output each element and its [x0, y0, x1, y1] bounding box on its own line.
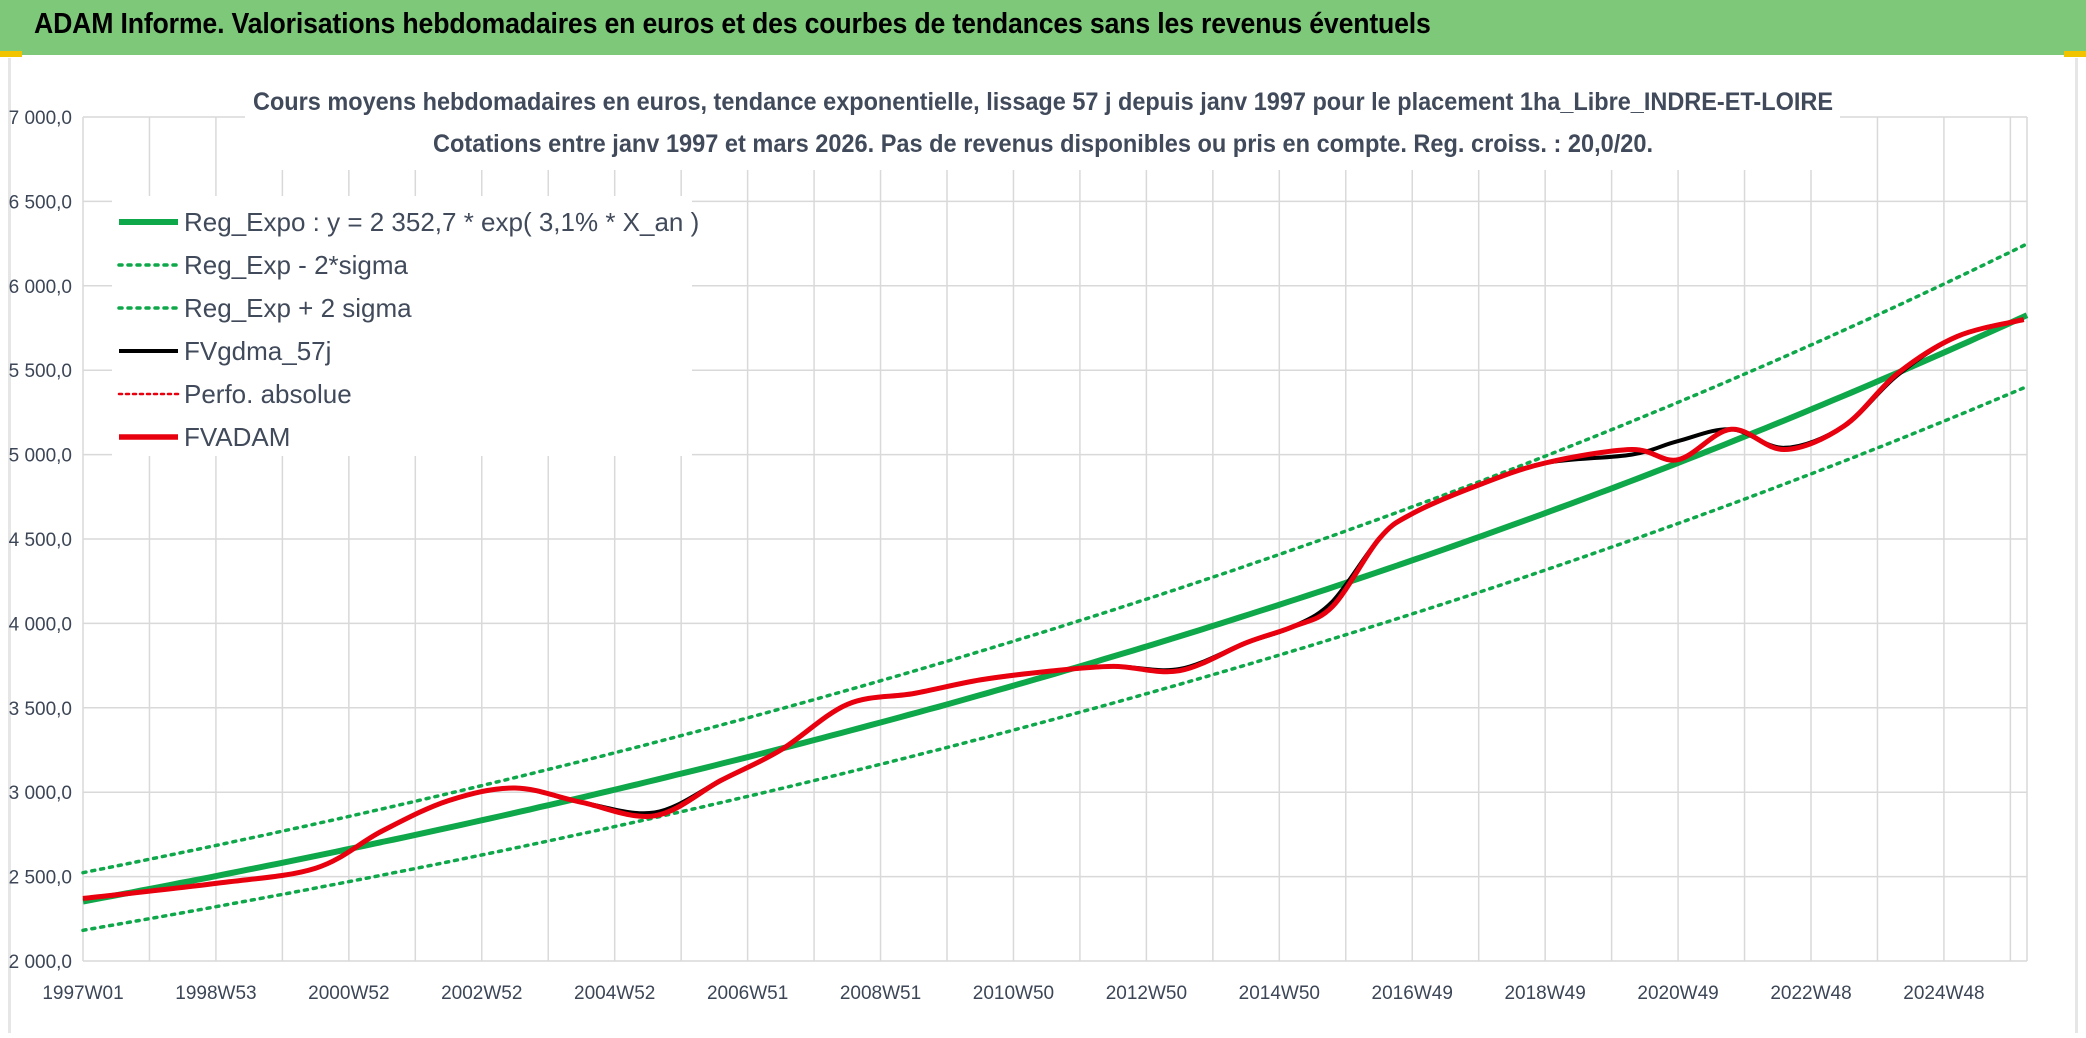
- chart-title-line-2: Cotations entre janv 1997 et mars 2026. …: [433, 130, 1653, 158]
- x-axis-ticks: 1997W01 1998W53 2000W52 2002W52 2004W52 2006W…: [42, 983, 1984, 1004]
- y-tick-label: 4 000,0: [9, 614, 72, 635]
- x-tick-label: 2014W50: [1239, 983, 1320, 1004]
- report-banner: ADAM Informe. Valorisations hebdomadaire…: [0, 0, 2086, 55]
- series-reg-plus-2sigma: [81, 242, 2029, 875]
- legend-label: Reg_Exp - 2*sigma: [184, 250, 409, 280]
- x-tick-label: 2016W49: [1372, 983, 1453, 1004]
- x-tick-label: 2022W48: [1770, 983, 1851, 1004]
- legend-label: Reg_Exp + 2 sigma: [184, 293, 412, 323]
- x-tick-label: 2006W51: [707, 983, 788, 1004]
- report-title: ADAM Informe. Valorisations hebdomadaire…: [34, 8, 1431, 40]
- legend: Reg_Expo : y = 2 352,7 * exp( 3,1% * X_a…: [112, 196, 699, 456]
- series-reg-minus-2sigma: [81, 384, 2029, 933]
- legend-label: Perfo. absolue: [184, 379, 352, 409]
- series-layer: [81, 242, 2029, 933]
- legend-label: FVgdma_57j: [184, 336, 331, 366]
- chart-title: Cours moyens hebdomadaires en euros, ten…: [245, 80, 1840, 170]
- x-tick-label: 2004W52: [574, 983, 655, 1004]
- x-tick-label: 2010W50: [973, 983, 1054, 1004]
- series-reg-expo: [82, 312, 2029, 905]
- y-tick-label: 3 000,0: [9, 783, 72, 804]
- legend-label: FVADAM: [184, 422, 290, 452]
- chart-frame: [8, 58, 2078, 1033]
- series-fvadam: [82, 317, 2025, 901]
- y-tick-label: 2 000,0: [9, 952, 72, 973]
- y-tick-label: 6 500,0: [9, 192, 72, 213]
- y-tick-label: 6 000,0: [9, 277, 72, 298]
- corner-accent-left: [0, 51, 22, 57]
- y-tick-label: 5 500,0: [9, 361, 72, 382]
- corner-accent-right: [2064, 51, 2086, 57]
- y-axis-ticks: 2 000,0 2 500,0 3 000,0 3 500,0 4 000,0 4 500…: [9, 108, 72, 973]
- x-tick-label: 2008W51: [840, 983, 921, 1004]
- x-tick-label: 2020W49: [1637, 983, 1718, 1004]
- x-tick-label: 2024W48: [1903, 983, 1984, 1004]
- y-tick-label: 4 500,0: [9, 530, 72, 551]
- y-tick-label: 2 500,0: [9, 868, 72, 889]
- legend-label: Reg_Expo : y = 2 352,7 * exp( 3,1% * X_a…: [184, 207, 699, 237]
- y-tick-label: 7 000,0: [9, 108, 72, 129]
- x-tick-label: 1998W53: [175, 983, 256, 1004]
- x-tick-label: 1997W01: [42, 983, 123, 1004]
- x-tick-label: 2012W50: [1106, 983, 1187, 1004]
- x-tick-label: 2002W52: [441, 983, 522, 1004]
- y-tick-label: 3 500,0: [9, 699, 72, 720]
- chart-title-line-1: Cours moyens hebdomadaires en euros, ten…: [253, 88, 1833, 116]
- y-tick-label: 5 000,0: [9, 446, 72, 467]
- x-tick-label: 2018W49: [1504, 983, 1585, 1004]
- legend-background: [112, 196, 692, 456]
- x-tick-label: 2000W52: [308, 983, 389, 1004]
